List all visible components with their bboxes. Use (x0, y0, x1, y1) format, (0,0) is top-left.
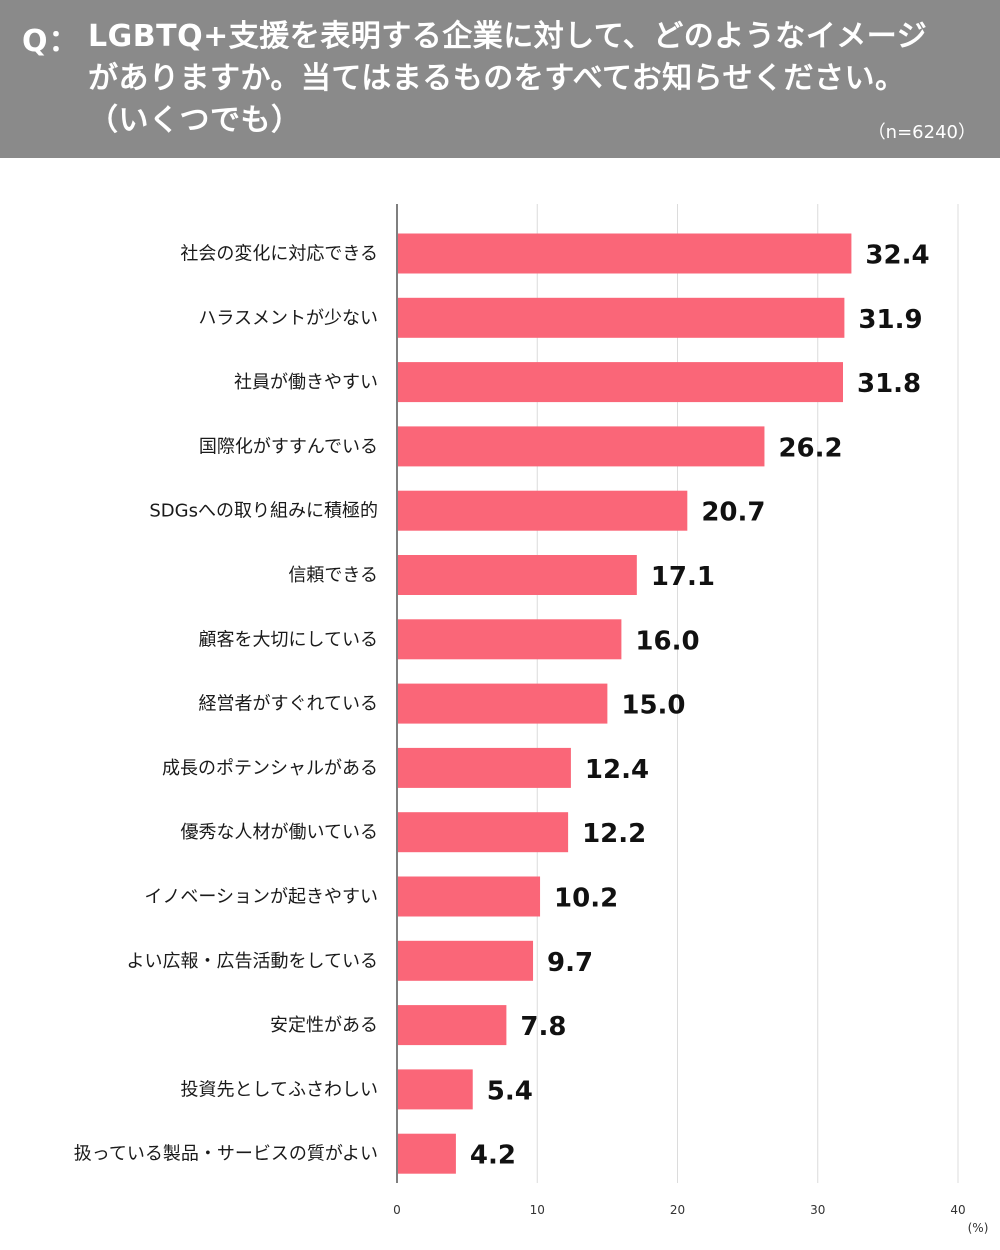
category-label-10: 優秀な人材が働いている (181, 822, 378, 843)
category-label-9: 成長のポテンシャルがある (162, 758, 378, 779)
category-label-4: 国際化がすすんでいる (199, 436, 378, 457)
question-line-3: （いくつでも） (88, 103, 302, 138)
category-label-1: 社会の変化に対応できる (180, 244, 378, 265)
bar-14 (398, 1069, 473, 1110)
value-label-10: 12.2 (582, 819, 646, 849)
category-label-2: ハラスメントが少ない (198, 308, 378, 329)
category-label-14: 投資先としてふさわしい (181, 1079, 378, 1100)
value-label-13: 7.8 (520, 1012, 566, 1042)
bar-10 (398, 812, 569, 853)
value-label-1: 32.4 (865, 241, 929, 271)
x-tick-label-20: 20 (670, 1203, 685, 1217)
x-unit-label: (%) (968, 1221, 989, 1235)
value-label-8: 15.0 (621, 691, 685, 721)
bar-13 (398, 1005, 507, 1046)
bar-2 (398, 297, 845, 338)
category-label-15: 扱っている製品・サービスの質がよい (74, 1144, 378, 1165)
question-prefix: Q： (22, 24, 80, 59)
question-line-1: LGBTQ+支援を表明する企業に対して、どのようなイメージ (88, 19, 928, 54)
bar-3 (398, 362, 843, 403)
value-label-9: 12.4 (585, 755, 649, 785)
value-label-2: 31.9 (858, 305, 922, 335)
value-label-6: 17.1 (651, 562, 715, 592)
bar-15 (398, 1133, 456, 1174)
value-label-12: 9.7 (547, 948, 593, 978)
value-label-15: 4.2 (470, 1141, 516, 1171)
bar-8 (398, 683, 608, 724)
bar-1 (398, 233, 852, 274)
value-label-4: 26.2 (778, 433, 842, 463)
value-label-5: 20.7 (701, 498, 765, 528)
x-tick-label-40: 40 (950, 1203, 965, 1217)
value-label-14: 5.4 (487, 1076, 533, 1106)
category-label-13: 安定性がある (270, 1015, 378, 1036)
x-tick-label-0: 0 (393, 1203, 401, 1217)
value-label-7: 16.0 (635, 626, 699, 656)
category-label-7: 顧客を大切にしている (199, 629, 378, 650)
bar-6 (398, 555, 637, 595)
category-label-8: 経営者がすぐれている (199, 694, 378, 715)
bar-12 (398, 940, 534, 981)
question-header: Q： LGBTQ+支援を表明する企業に対して、どのようなイメージ がありますか。… (0, 0, 1000, 158)
bar-4 (398, 426, 765, 467)
bar-5 (398, 490, 688, 531)
category-label-3: 社員が働きやすい (234, 372, 378, 393)
question-line-2: がありますか。当てはまるものをすべてお知らせください。 (88, 61, 906, 96)
category-label-11: イノベーションが起きやすい (144, 887, 378, 908)
category-label-12: よい広報・広告活動をしている (127, 951, 378, 972)
x-tick-label-30: 30 (810, 1203, 825, 1217)
category-label-5: SDGsへの取り組みに積極的 (149, 501, 378, 522)
value-label-3: 31.8 (857, 369, 921, 399)
value-label-11: 10.2 (554, 884, 618, 914)
bar-9 (398, 747, 571, 788)
bar-11 (398, 876, 541, 917)
x-tick-label-10: 10 (530, 1203, 545, 1217)
category-label-6: 信頼できる (288, 565, 378, 586)
bar-7 (398, 619, 622, 660)
sample-size: （n=6240） (867, 122, 976, 143)
question-text: LGBTQ+支援を表明する企業に対して、どのようなイメージ がありますか。当ては… (88, 16, 988, 142)
